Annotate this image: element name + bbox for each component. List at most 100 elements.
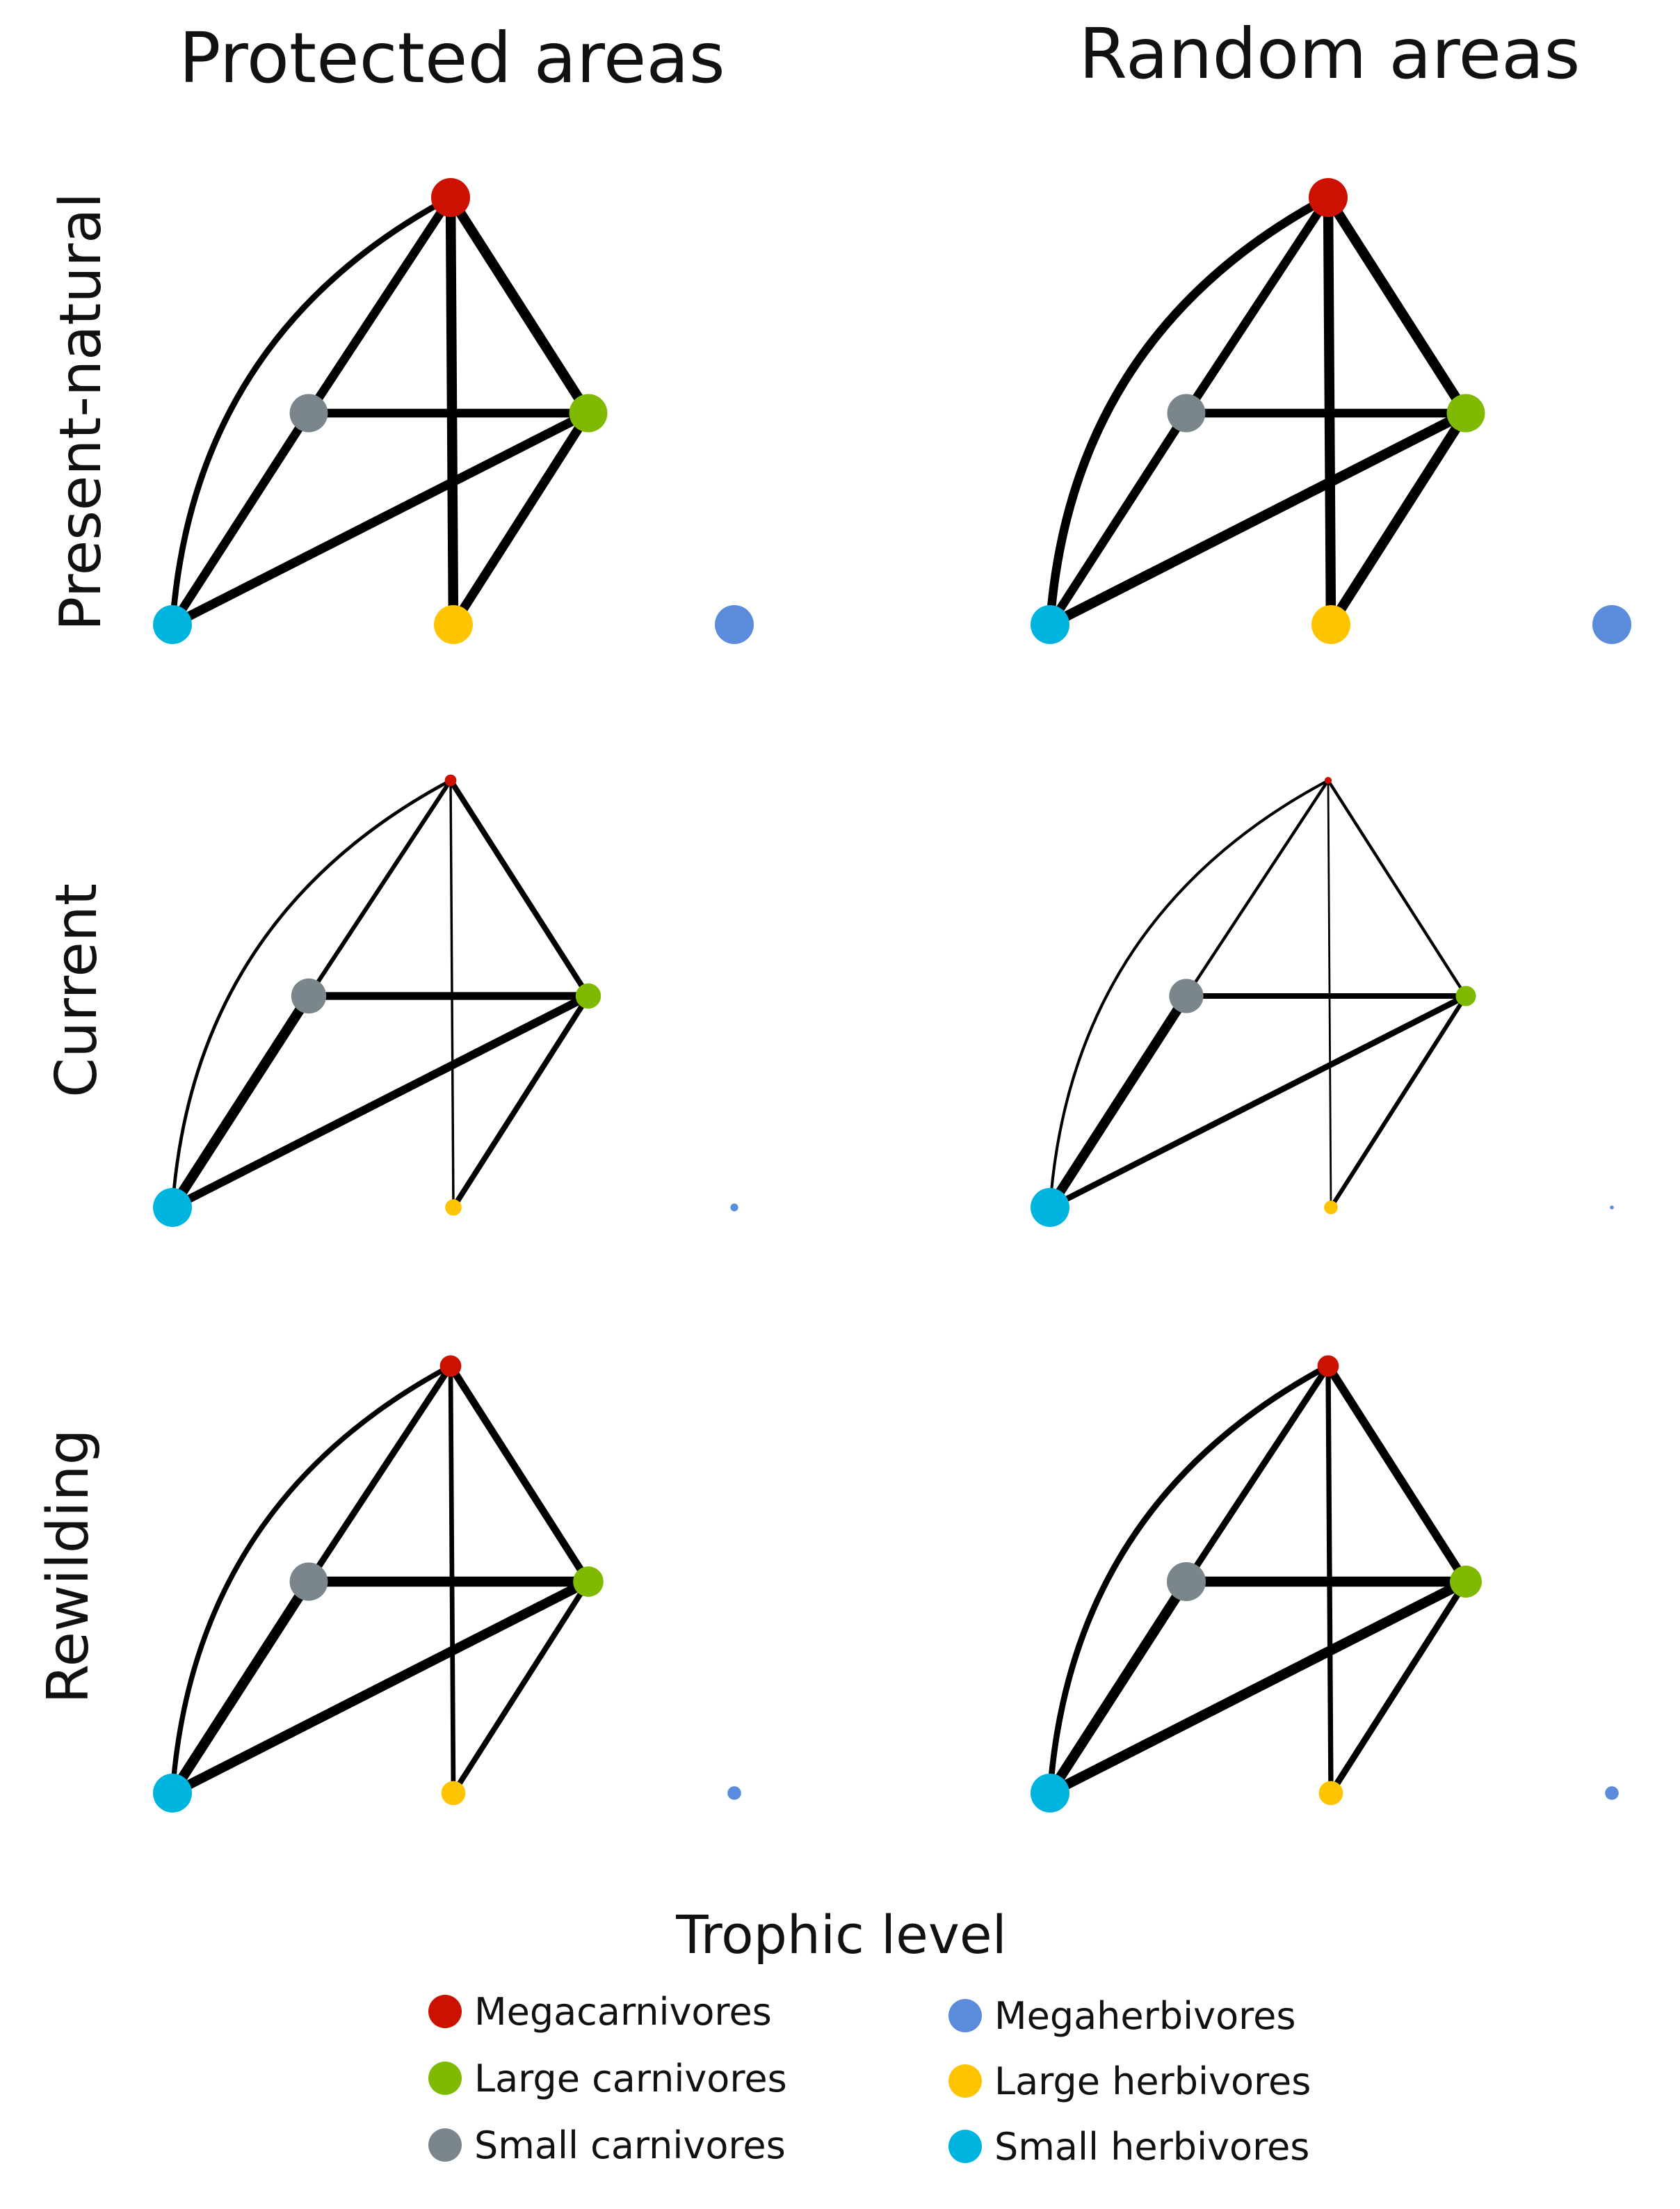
edge-small-carnivores-to-small-herbivores [1046, 410, 1190, 627]
network-protected-areas-current [153, 774, 738, 1227]
edge-large-carnivores-to-large-herbivores [449, 410, 592, 627]
edge-megacarnivores-to-small-carnivores [1184, 1364, 1331, 1584]
node-megacarnivores [431, 178, 470, 217]
legend-swatch [948, 2130, 982, 2163]
node-megaherbivores [727, 1786, 741, 1800]
node-large-herbivores [434, 605, 473, 644]
column-title-random: Random areas [1079, 13, 1581, 95]
legend-label: Large carnivores [474, 2057, 787, 2100]
edge-large-carnivores-to-small-herbivores [170, 992, 590, 1212]
network-random-areas-current [1031, 776, 1614, 1227]
edge-large-carnivores-to-small-herbivores [1047, 408, 1469, 629]
node-small-herbivores [153, 1188, 192, 1227]
legend: Megacarnivores Large carnivores Small carn… [428, 1990, 1311, 2169]
edge-large-carnivores-to-small-herbivores [1047, 1577, 1469, 1798]
legend-swatch [428, 2062, 462, 2095]
edge-small-carnivores-to-small-herbivores [168, 993, 314, 1210]
legend-swatch [948, 1999, 982, 2032]
edge-large-carnivores-to-small-herbivores [1049, 993, 1467, 1210]
node-large-carnivores [1455, 986, 1476, 1006]
node-small-herbivores [153, 605, 192, 644]
edge-megacarnivores-to-small-carnivores [307, 779, 453, 997]
node-small-carnivores [1167, 394, 1206, 433]
node-small-carnivores [1169, 979, 1204, 1013]
edge-large-carnivores-to-large-herbivores [451, 994, 591, 1210]
node-large-carnivores [1446, 394, 1485, 433]
legend-label: Small herbivores [994, 2125, 1309, 2169]
legend-swatch [948, 2064, 982, 2098]
edge-large-carnivores-to-large-herbivores [1326, 410, 1471, 627]
row-label-present-natural: Present-natural [48, 193, 114, 631]
node-small-herbivores [1031, 1774, 1069, 1813]
legend-label: Megacarnivores [474, 1990, 772, 2034]
network-panels [153, 178, 1631, 1813]
node-small-herbivores [1031, 1188, 1069, 1227]
row-label-current: Current [44, 883, 110, 1098]
edge-megacarnivores-to-large-carnivores [1323, 195, 1471, 416]
edge-megacarnivores-to-small-carnivores [306, 1364, 453, 1584]
network-protected-areas-present-natural [153, 178, 754, 644]
edge-megacarnivores-to-small-herbivores [1045, 193, 1330, 625]
node-large-carnivores [1450, 1566, 1482, 1598]
edge-megacarnivores-to-large-carnivores [1327, 779, 1467, 997]
legend-label: Small carnivores [474, 2123, 786, 2167]
node-large-herbivores [1311, 605, 1350, 644]
edge-megacarnivores-to-large-carnivores [448, 778, 591, 998]
legend-item-large-carnivores: Large carnivores [428, 2057, 787, 2100]
row-label-rewilding: Rewilding [35, 1429, 102, 1703]
node-megacarnivores [1317, 1355, 1339, 1377]
legend-label: Megaherbivores [994, 1994, 1295, 2038]
node-small-carnivores [289, 1562, 328, 1601]
legend-item-megaherbivores: Megaherbivores [948, 1994, 1295, 2038]
node-small-herbivores [153, 1774, 192, 1813]
edge-small-carnivores-to-small-herbivores [168, 410, 313, 627]
edge-megacarnivores-to-small-carnivores [305, 195, 455, 416]
node-small-carnivores [289, 394, 328, 433]
network-protected-areas-rewilding [153, 1355, 741, 1813]
edge-megacarnivores-to-large-carnivores [446, 195, 593, 416]
legend-item-large-herbivores: Large herbivores [948, 2059, 1311, 2103]
legend-swatch [428, 2128, 462, 2162]
edge-small-carnivores-to-small-herbivores [1046, 993, 1190, 1210]
node-megaherbivores [1592, 605, 1631, 644]
edge-small-carnivores-to-small-herbivores [168, 1579, 314, 1796]
edge-megacarnivores-to-small-herbivores [1047, 1363, 1330, 1794]
legend-item-small-carnivores: Small carnivores [428, 2123, 786, 2167]
edge-megacarnivores-to-small-herbivores [169, 195, 453, 625]
legend-item-megacarnivores: Megacarnivores [428, 1990, 772, 2034]
edge-megacarnivores-to-small-herbivores [170, 778, 452, 1208]
edge-large-carnivores-to-large-herbivores [1329, 995, 1468, 1209]
legend-label: Large herbivores [994, 2059, 1311, 2103]
node-megacarnivores [1309, 178, 1348, 217]
node-large-herbivores [1318, 1781, 1343, 1806]
node-small-herbivores [1031, 605, 1069, 644]
network-random-areas-present-natural [1031, 178, 1631, 644]
edge-large-carnivores-to-large-herbivores [451, 1580, 591, 1795]
edge-megacarnivores-to-small-herbivores [170, 1363, 452, 1794]
edge-small-carnivores-to-small-herbivores [1045, 1579, 1191, 1796]
legend-title: Trophic level [675, 1904, 1007, 1966]
edge-megacarnivores-to-large-carnivores [447, 1364, 592, 1584]
node-large-carnivores [575, 983, 601, 1009]
node-megaherbivores [730, 1203, 738, 1212]
node-megacarnivores [444, 774, 457, 787]
node-megaherbivores [1610, 1205, 1614, 1210]
edge-megacarnivores-to-small-herbivores [1048, 779, 1329, 1208]
node-megaherbivores [1605, 1786, 1619, 1800]
column-title-protected: Protected areas [179, 17, 725, 99]
node-megacarnivores [1324, 776, 1332, 785]
edge-large-carnivores-to-small-herbivores [170, 409, 590, 629]
node-large-herbivores [1324, 1200, 1338, 1214]
node-small-carnivores [1167, 1562, 1206, 1601]
legend-swatch [428, 1995, 462, 2028]
node-large-carnivores [569, 394, 608, 433]
edge-megacarnivores-to-large-carnivores [1324, 1363, 1470, 1584]
edge-large-carnivores-to-large-herbivores [1328, 1580, 1469, 1795]
edge-large-carnivores-to-small-herbivores [170, 1577, 591, 1798]
node-small-carnivores [291, 978, 327, 1014]
network-random-areas-rewilding [1031, 1355, 1619, 1813]
node-large-herbivores [441, 1781, 466, 1806]
node-megaherbivores [715, 605, 754, 644]
node-megacarnivores [439, 1355, 462, 1377]
